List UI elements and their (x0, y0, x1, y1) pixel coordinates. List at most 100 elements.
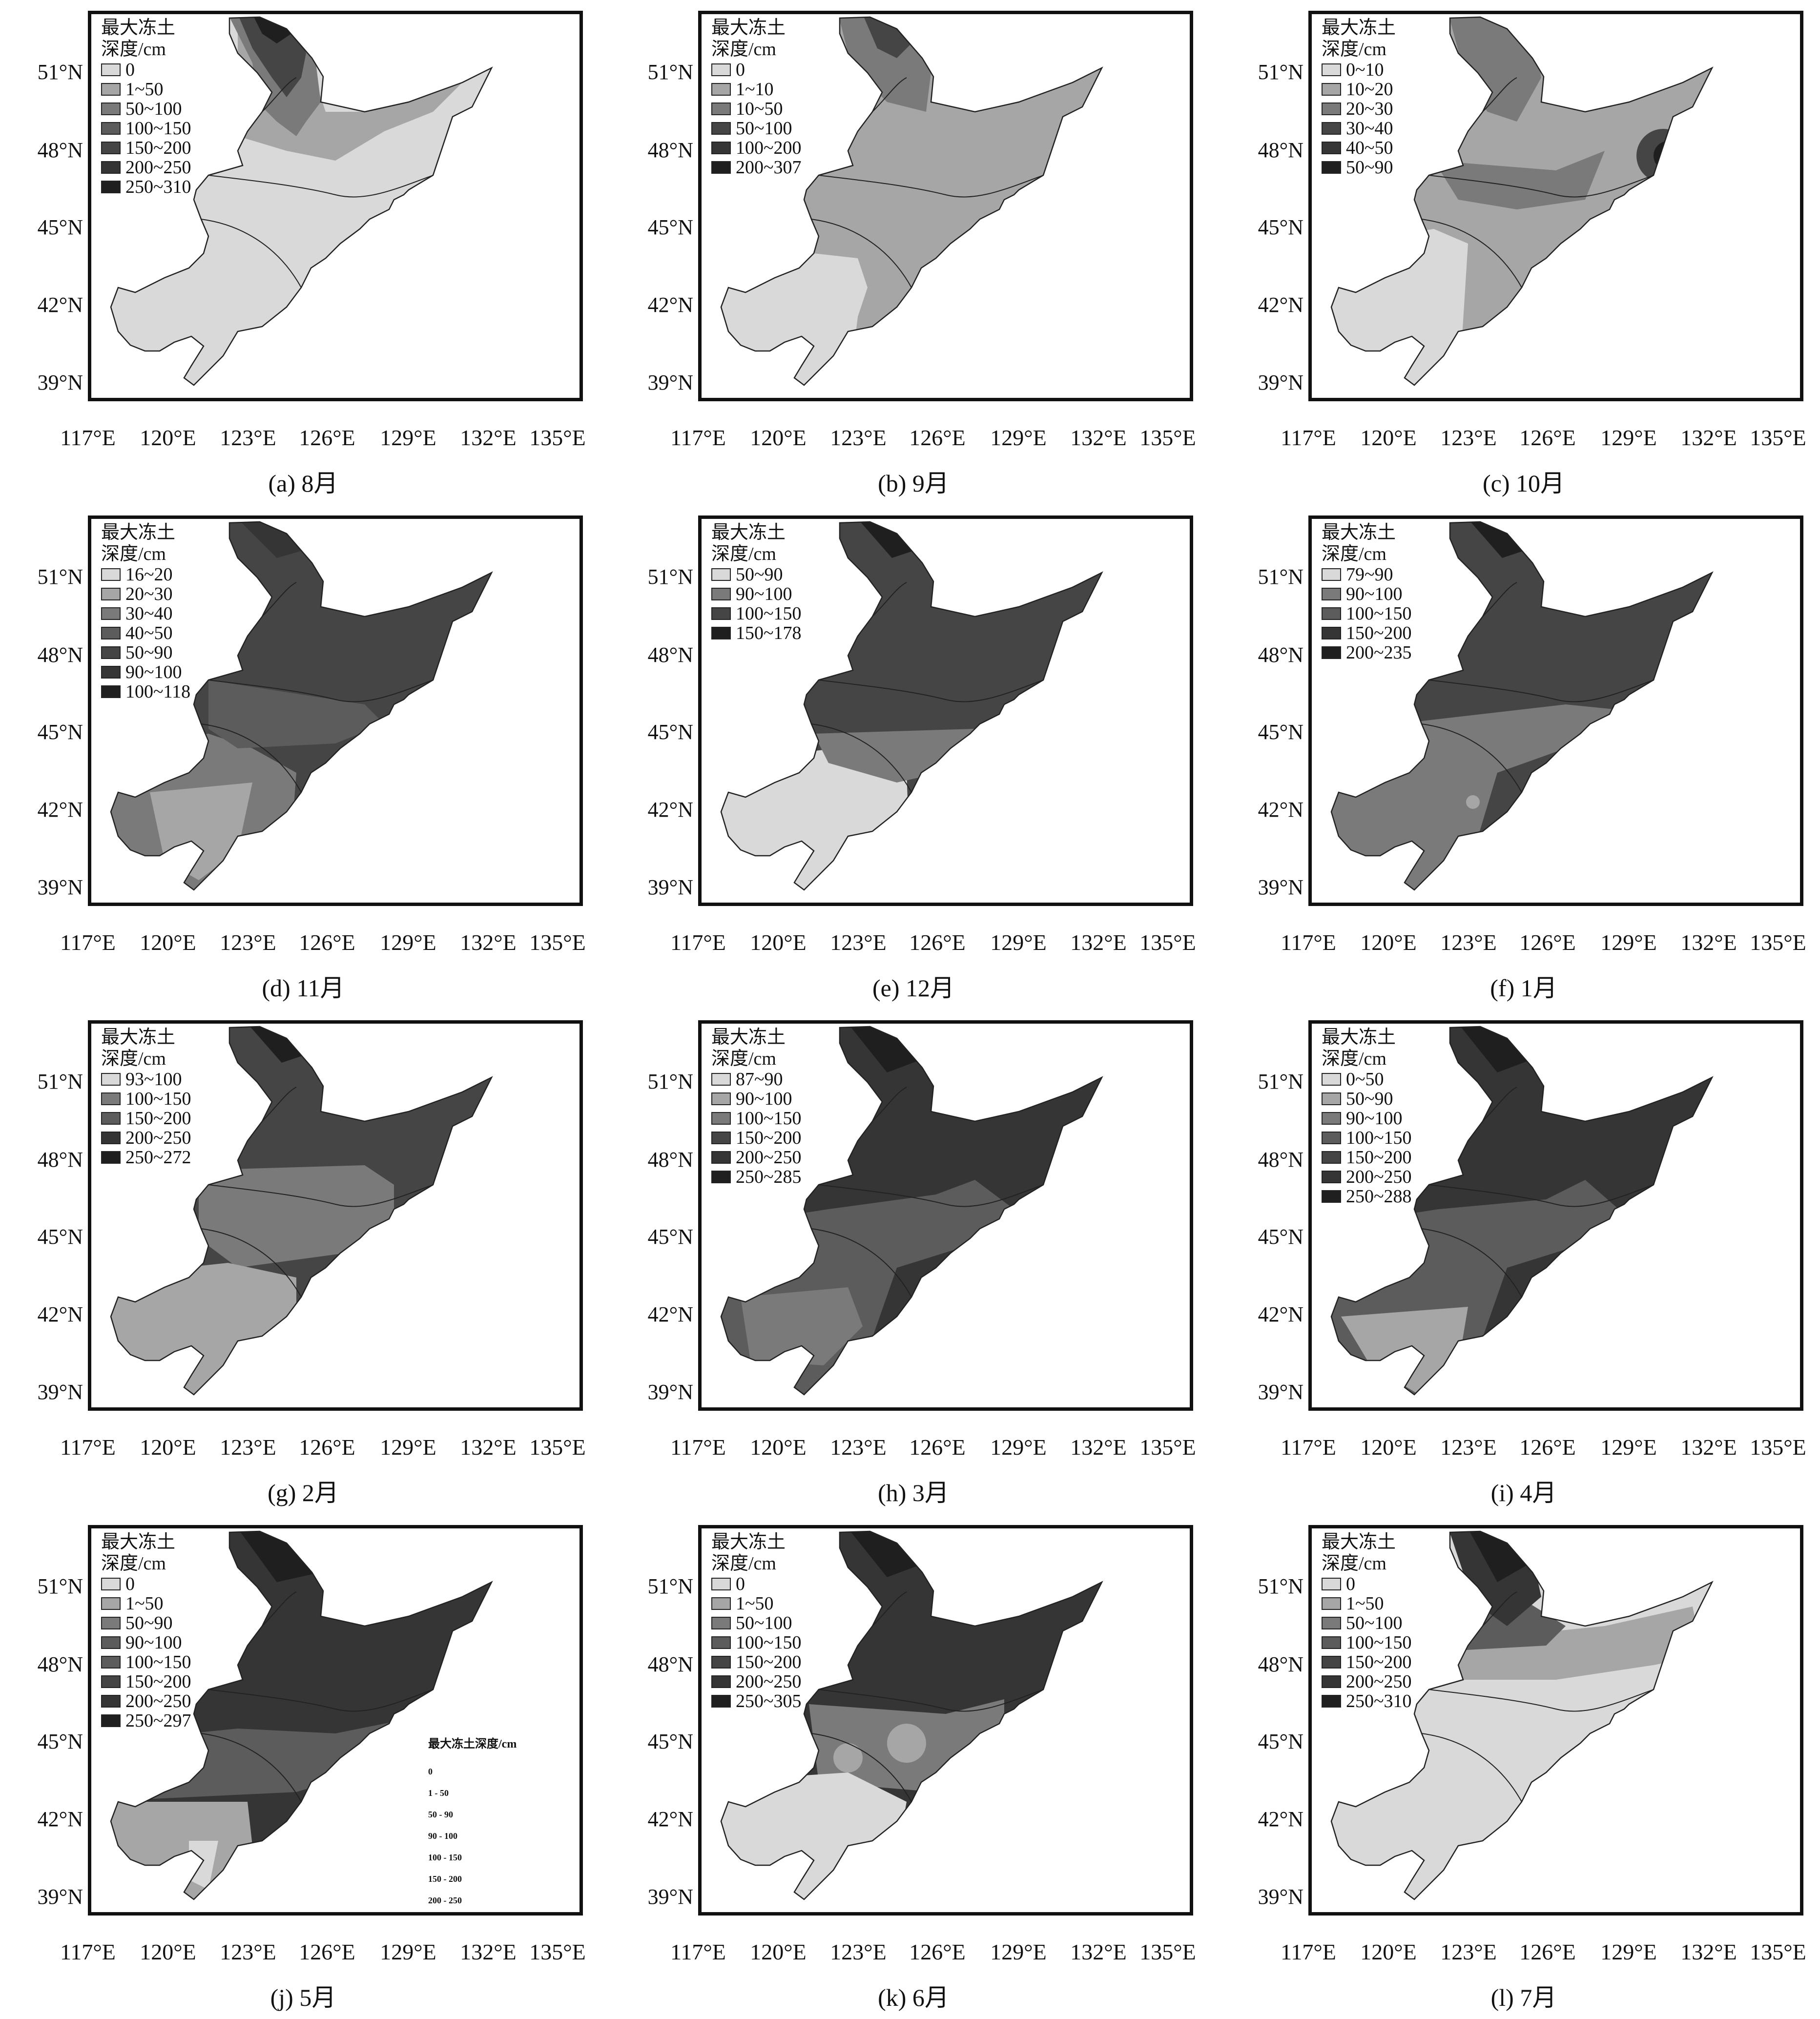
legend: 最大冻土 深度/cm 16~20 20~30 30~40 40~50 50~90 90~10… (101, 522, 190, 701)
legend-swatch (711, 83, 731, 96)
legend-item: 150~200 (711, 1652, 802, 1672)
y-tick-label: 48°N (1258, 138, 1303, 162)
x-tick-label: 123°E (1440, 425, 1497, 450)
x-tick-label: 132°E (460, 930, 517, 955)
x-tick-label: 135°E (1750, 1435, 1806, 1460)
legend-swatch (711, 1656, 731, 1669)
map-frame: 最大冻土 深度/cm 0 1~50 50~100 100~150 150~200 200~2… (698, 1525, 1193, 1916)
legend-item: 20~30 (101, 584, 190, 604)
legend-swatch (711, 1151, 731, 1164)
y-tick-label: 45°N (1258, 215, 1303, 239)
legend-label: 150~178 (736, 623, 802, 643)
legend-item: 200~235 (1322, 643, 1412, 662)
y-tick-label: 39°N (1258, 1885, 1303, 1909)
legend-label: 150~200 (125, 138, 191, 158)
y-tick-label: 39°N (1258, 1380, 1303, 1404)
y-tick-label: 42°N (1258, 798, 1303, 822)
x-tick-label: 132°E (1680, 1435, 1737, 1460)
legend-swatch (711, 63, 731, 76)
x-tick-label: 117°E (1281, 1435, 1336, 1460)
region-map (110, 1026, 493, 1396)
y-tick-label: 45°N (37, 720, 83, 744)
legend-swatch (1322, 1151, 1341, 1164)
legend-swatch (711, 1073, 731, 1086)
region-map (720, 1026, 1103, 1396)
legend-item: 100~150 (711, 604, 802, 623)
y-tick-label: 39°N (647, 371, 693, 394)
x-tick-label: 135°E (529, 1435, 586, 1460)
legend-item: 50~100 (711, 119, 802, 138)
legend-label: 100~150 (125, 1652, 191, 1672)
x-tick-label: 117°E (670, 1435, 726, 1460)
legend-swatch (101, 1617, 121, 1629)
panel-caption: (g) 2月 (268, 1479, 339, 1506)
x-tick-label: 132°E (1680, 930, 1737, 955)
legend: 最大冻土 深度/cm 0 1~50 50~100 100~150 150~200 200~2… (711, 1531, 802, 1711)
panel-caption: (a) 8月 (268, 470, 338, 497)
panel-caption: (d) 11月 (262, 974, 345, 1002)
inset-legend: 最大冻土深度/cm 0 1 - 50 50 - 90 90 - 100 100 - 150… (428, 1733, 550, 1911)
legend-item: 200~250 (711, 1148, 802, 1167)
y-tick-label: 39°N (647, 1885, 693, 1909)
x-tick-label: 135°E (529, 425, 586, 450)
panel-caption: (i) 4月 (1490, 1479, 1557, 1506)
y-tick-label: 42°N (1258, 1807, 1303, 1831)
legend-label: 1~50 (125, 79, 164, 100)
legend-swatch (711, 627, 731, 639)
legend-title: 最大冻土 深度/cm (1322, 1532, 1396, 1574)
x-tick-label: 129°E (380, 930, 436, 955)
y-tick-label: 48°N (647, 138, 693, 162)
legend-swatch (101, 666, 121, 679)
legend-label: 0 (125, 60, 135, 80)
x-tick-label: 117°E (60, 425, 116, 450)
x-tick-label: 126°E (299, 425, 355, 450)
x-tick-label: 126°E (299, 930, 355, 955)
legend-label: 1~50 (125, 1593, 164, 1614)
x-tick-label: 123°E (220, 425, 276, 450)
legend-swatch (101, 1714, 121, 1727)
x-tick-label: 126°E (909, 425, 966, 450)
legend-swatch (101, 1112, 121, 1125)
x-tick-label: 135°E (529, 1939, 586, 1964)
y-tick-label: 39°N (647, 875, 693, 899)
map-frame: 最大冻土 深度/cm 0 1~50 50~90 90~100 100~150 150~200… (88, 1525, 583, 1916)
y-tick-label: 45°N (37, 1225, 83, 1249)
legend-title: 最大冻土 深度/cm (711, 18, 786, 60)
legend-swatch (711, 1617, 731, 1629)
legend-swatch (711, 1597, 731, 1610)
x-tick-label: 129°E (990, 1939, 1047, 1964)
x-tick-label: 135°E (1139, 1435, 1196, 1460)
x-tick-label: 120°E (750, 1435, 807, 1460)
legend-label: 90~100 (125, 1632, 182, 1653)
legend-item: 100~150 (1322, 1128, 1412, 1148)
legend-label: 0 (125, 1574, 135, 1594)
legend-item: 200~307 (711, 158, 802, 177)
map-frame: 最大冻土 深度/cm 16~20 20~30 30~40 40~50 50~90 90~10… (88, 515, 583, 906)
legend-title: 最大冻土 深度/cm (711, 522, 786, 564)
legend-item: 50~90 (1322, 1089, 1412, 1109)
x-tick-label: 132°E (1680, 425, 1737, 450)
y-tick-label: 51°N (647, 1574, 693, 1598)
x-tick-label: 135°E (1750, 930, 1806, 955)
legend-swatch (711, 142, 731, 154)
legend-swatch (711, 1132, 731, 1144)
legend-label: 200~235 (1346, 642, 1412, 663)
inset-legend-item: 150 - 200 (428, 1874, 462, 1884)
legend-label: 150~200 (125, 1108, 191, 1129)
x-tick-label: 135°E (1139, 425, 1196, 450)
legend-item: 150~200 (101, 138, 191, 158)
x-tick-label: 117°E (60, 1939, 116, 1964)
inset-legend-title: 最大冻土深度/cm (428, 1738, 517, 1751)
legend-swatch (101, 1073, 121, 1086)
legend-item: 150~200 (711, 1128, 802, 1148)
x-tick-label: 126°E (1519, 425, 1576, 450)
x-tick-label: 117°E (60, 930, 116, 955)
legend-item: 200~250 (101, 1128, 191, 1148)
legend-label: 20~30 (1346, 99, 1393, 119)
legend-item: 90~100 (1322, 584, 1412, 604)
y-tick-label: 45°N (1258, 720, 1303, 744)
legend-item: 200~250 (101, 158, 191, 177)
x-tick-label: 120°E (1360, 930, 1417, 955)
y-tick-label: 45°N (1258, 1225, 1303, 1249)
inset-legend-item: 200 - 250 (428, 1895, 462, 1905)
